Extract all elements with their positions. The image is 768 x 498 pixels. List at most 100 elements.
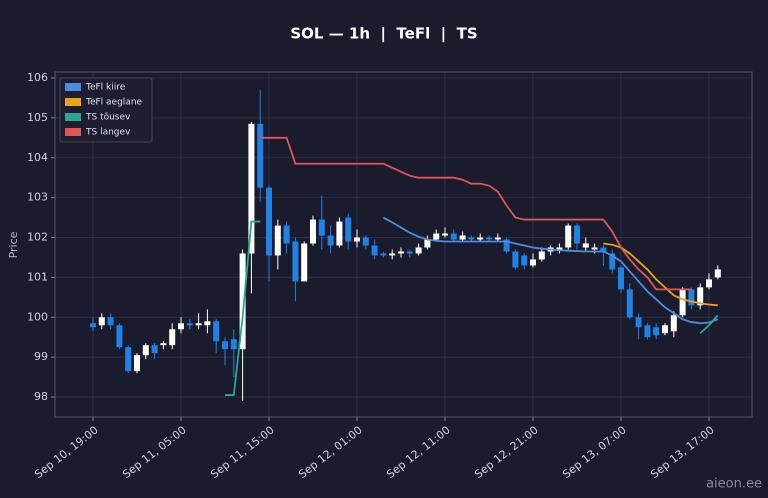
candle-body — [600, 247, 607, 252]
candle-body — [274, 225, 281, 256]
candle-body — [318, 219, 325, 236]
candle-body — [609, 253, 616, 270]
legend-swatch — [65, 128, 81, 136]
candle-body — [301, 243, 308, 282]
candle-body — [98, 317, 105, 326]
candle-body — [538, 251, 545, 260]
candle-body — [116, 325, 123, 348]
candle-body — [125, 347, 132, 372]
candle-body — [556, 247, 563, 250]
candle-body — [477, 237, 484, 240]
candle-body — [433, 233, 440, 240]
candle-body — [90, 323, 96, 328]
candle-body — [582, 243, 589, 248]
candle-body — [354, 237, 360, 242]
candle-body — [142, 345, 149, 356]
candle-body — [292, 241, 299, 282]
indicator-line — [699, 314, 719, 334]
y-tick-label: 102 — [27, 231, 48, 244]
candle-body — [310, 219, 316, 244]
candle-body — [213, 321, 220, 342]
candle-body — [230, 339, 237, 350]
legend-label: TeFl kiire — [85, 83, 126, 93]
legend-label: TeFl aeglane — [85, 98, 143, 108]
candle-body — [424, 239, 431, 248]
candle-body — [662, 325, 668, 334]
legend-swatch — [65, 83, 81, 91]
candle-body — [714, 269, 721, 278]
candle-body — [653, 327, 660, 336]
candle-body — [222, 341, 228, 350]
candle-body — [521, 255, 528, 266]
candle-body — [626, 289, 633, 318]
candle-body — [450, 233, 457, 240]
candle-body — [345, 217, 352, 242]
candle-body — [530, 259, 536, 266]
candle-body — [688, 289, 695, 306]
watermark: aieon.ee — [706, 477, 762, 492]
y-tick-label: 104 — [27, 151, 48, 164]
candle-body — [415, 247, 422, 254]
candle-body — [503, 239, 510, 252]
candle-body — [195, 323, 202, 326]
candle-body — [134, 355, 140, 372]
legend-swatch — [65, 98, 81, 106]
candle-body — [327, 235, 334, 246]
candle-body — [468, 237, 475, 240]
candle-body — [239, 253, 246, 350]
candle-body — [406, 251, 413, 254]
candle-body — [591, 247, 598, 250]
candle-body — [442, 233, 448, 236]
candle-body — [204, 321, 211, 326]
candle-body — [186, 323, 193, 326]
candle-body — [486, 237, 492, 240]
candle-body — [574, 225, 580, 244]
indicator-line — [382, 216, 719, 325]
candle-body — [398, 251, 404, 254]
candle-body — [248, 123, 255, 254]
candle-body — [371, 245, 378, 256]
legend-box — [59, 77, 153, 143]
candle-body — [618, 267, 624, 290]
legend-label: TS tõusev — [85, 113, 131, 123]
y-axis-label: Price — [7, 231, 20, 258]
candle-body — [459, 235, 466, 240]
candle-body — [257, 123, 264, 188]
y-tick-label: 100 — [27, 310, 48, 323]
candle-body — [266, 187, 272, 256]
candle-body — [706, 279, 712, 288]
candle-body — [362, 237, 369, 246]
candle-body — [644, 325, 651, 338]
candle-body — [107, 317, 114, 326]
y-tick-label: 103 — [27, 191, 48, 204]
y-tick-label: 99 — [34, 350, 48, 363]
legend-label: TS langev — [85, 128, 131, 138]
candle-body — [169, 329, 176, 346]
candle-body — [336, 221, 343, 246]
candle-body — [160, 343, 167, 346]
candle-body — [380, 253, 387, 256]
candle-body — [512, 251, 519, 268]
candle-body — [283, 225, 290, 244]
candle-body — [670, 315, 677, 332]
indicator-line — [225, 220, 261, 396]
candle-body — [679, 289, 686, 316]
candle-body — [635, 317, 642, 328]
candle-body — [494, 237, 501, 240]
candle-body — [565, 225, 572, 248]
legend-swatch — [65, 113, 81, 121]
candle-body — [697, 287, 704, 306]
y-tick-label: 106 — [27, 71, 48, 84]
chart-title: SOL — 1h | TeFl | TS — [290, 25, 477, 44]
y-tick-label: 105 — [27, 111, 48, 124]
candle-body — [151, 345, 158, 354]
indicator-line — [260, 136, 692, 291]
y-tick-label: 98 — [34, 390, 48, 403]
y-tick-label: 101 — [27, 270, 48, 283]
candle-body — [178, 323, 184, 330]
legend: TeFl kiire TeFl aeglane TS tõusev TS langev — [59, 77, 153, 143]
candle-body — [389, 253, 396, 256]
plot-frame — [54, 71, 753, 418]
